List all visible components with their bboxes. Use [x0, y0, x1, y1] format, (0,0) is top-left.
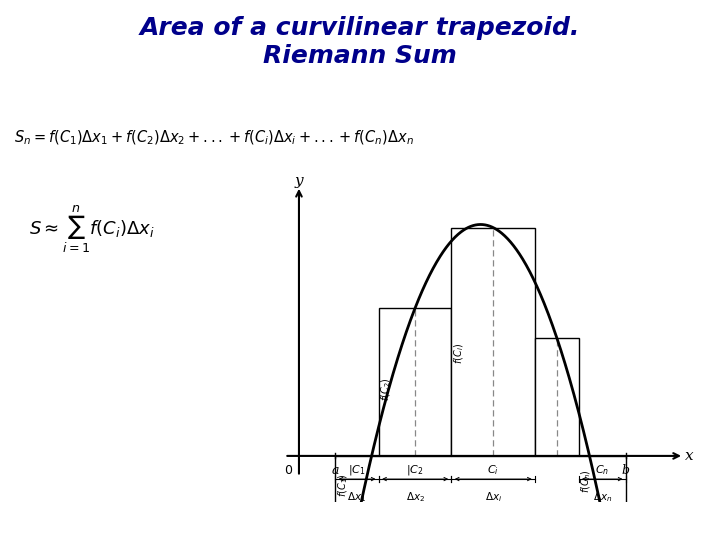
Text: $\Delta x_2$: $\Delta x_2$	[405, 491, 425, 504]
Text: $C_n$: $C_n$	[595, 463, 609, 477]
Text: $|C_2$: $|C_2$	[406, 463, 424, 477]
Text: $S \approx \sum_{i=1}^{n} f(C_i)\Delta x_i$: $S \approx \sum_{i=1}^{n} f(C_i)\Delta x…	[29, 204, 155, 255]
Text: $\Delta x_i$: $\Delta x_i$	[485, 491, 502, 504]
Text: Area of a curvilinear trapezoid.
Riemann Sum: Area of a curvilinear trapezoid. Riemann…	[140, 16, 580, 68]
Bar	[379, 308, 451, 456]
Text: $C_{i}$: $C_{i}$	[487, 463, 499, 477]
Text: $f(C_1)$: $f(C_1)$	[336, 474, 350, 497]
Text: $\Delta x_n$: $\Delta x_n$	[593, 491, 612, 504]
Text: $f(C_i)$: $f(C_i)$	[452, 342, 466, 364]
Text: $S_n = f(C_1)\Delta x_1 + f(C_2)\Delta x_2 + ...+ f(C_i)\Delta x_i + ...+ f(C_n): $S_n = f(C_1)\Delta x_1 + f(C_2)\Delta x…	[14, 129, 414, 147]
Text: 0: 0	[284, 463, 292, 477]
Text: $f(C_n)$: $f(C_n)$	[580, 470, 593, 494]
Text: y: y	[294, 174, 303, 188]
Text: $\Delta x_1$: $\Delta x_1$	[348, 491, 366, 504]
Bar	[451, 228, 535, 456]
Text: x: x	[685, 449, 693, 463]
Text: b: b	[622, 463, 630, 477]
Text: a: a	[331, 463, 339, 477]
Bar	[535, 338, 579, 456]
Text: $f(C_2)$: $f(C_2)$	[379, 377, 393, 401]
Text: $|C_1$: $|C_1$	[348, 463, 366, 477]
